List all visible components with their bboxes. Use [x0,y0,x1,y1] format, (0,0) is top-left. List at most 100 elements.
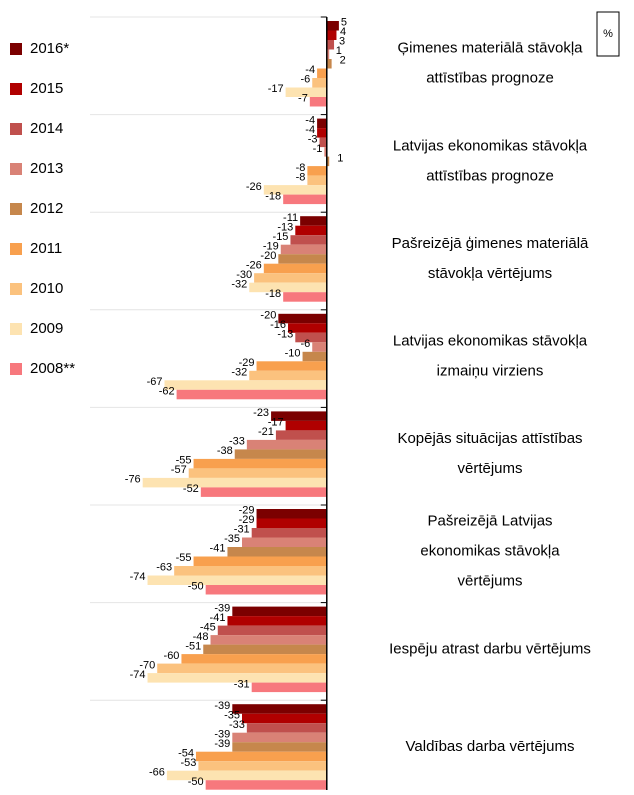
value-label: -1 [313,143,323,155]
bar [188,468,327,478]
value-label: -74 [130,669,146,681]
value-label: 2 [340,55,346,67]
value-label: -41 [210,612,226,624]
bar [232,732,327,743]
bar [317,118,327,129]
value-label: 4 [340,26,346,38]
category-label: ekonomikas stāvokļa [420,543,560,560]
value-label: -31 [234,678,250,690]
legend-swatch [10,283,22,295]
bar [288,323,327,333]
value-label: -55 [176,552,192,564]
bar [210,635,327,645]
bar [326,30,337,40]
category-label: Latvijas ekonomikas stāvokļa [393,333,588,350]
value-label: -26 [246,181,262,193]
bar [242,537,327,547]
value-label: -6 [300,338,310,350]
bar [246,439,327,450]
value-label: -74 [130,571,146,583]
value-label: -48 [193,631,209,643]
bar [283,292,327,302]
legend-swatch [10,243,22,255]
bar [256,361,327,371]
category-label: Iespēju atrast darbu vērtējums [389,640,591,657]
value-label: -21 [258,426,274,438]
bar [290,235,327,245]
value-label: -33 [229,719,245,731]
value-label: -13 [277,328,293,340]
legend-label: 2016* [30,40,69,57]
value-label: -62 [159,385,175,397]
bar [147,575,327,585]
bar [278,254,327,264]
value-label: -38 [217,445,233,457]
bar [166,770,327,781]
value-label: -17 [268,417,284,429]
value-label: -51 [185,640,201,652]
bar [295,332,327,343]
legend-label: 2011 [30,240,62,257]
value-label: -30 [236,269,252,281]
bar [181,654,327,664]
bar [326,59,332,69]
value-label: -50 [188,581,204,593]
bar [147,673,327,683]
value-label: -17 [268,83,284,95]
legend-swatch [10,203,22,215]
bar [205,780,327,790]
legend-label: 2014 [30,120,63,137]
value-label: -31 [234,524,250,536]
value-label: -41 [210,543,226,555]
value-label: -20 [260,250,276,262]
bar [251,682,327,693]
category-label: izmaiņu virziens [437,363,544,380]
bar [193,458,327,469]
legend-label: 2008** [30,360,75,377]
category-label: Kopējās situācijas attīstības [397,430,582,447]
category-label: attīstības prognoze [426,167,554,184]
legend-swatch [10,123,22,135]
value-label: -63 [156,562,172,574]
bar [198,761,327,771]
value-label: -29 [239,514,255,526]
value-label: -39 [214,602,230,614]
bar [164,380,327,390]
bar [326,21,339,31]
value-label: -3 [308,133,318,145]
value-label: -55 [176,455,192,467]
bar [176,389,327,400]
bar [271,411,327,421]
value-label: -16 [270,319,286,331]
legend-label: 2010 [30,280,63,297]
value-label: 5 [341,17,347,29]
category-label: vērtējums [457,573,522,590]
value-label: -4 [305,124,315,136]
value-label: -18 [265,190,281,202]
bar [317,128,327,138]
bar [157,663,327,674]
value-label: -39 [214,728,230,740]
value-label: -29 [239,357,255,369]
bar [263,185,327,195]
category-label: Pašreizējā ģimenes materiālā [392,235,589,252]
category-label: Ģimenes materiālā stāvokļa [397,40,583,57]
value-label: -53 [180,757,196,769]
value-label: -39 [214,700,230,712]
value-label: -4 [305,64,315,76]
bar [234,449,327,459]
value-label: -60 [164,650,180,662]
value-label: -35 [224,533,240,545]
bar [324,147,327,157]
category-label: stāvokļa vērtējums [428,265,552,282]
bar [263,263,327,274]
value-label: -11 [283,212,298,224]
value-label: -32 [231,278,247,290]
bar [256,518,327,528]
value-label: -15 [273,231,289,243]
bar [256,509,327,519]
category-label: vērtējums [457,460,522,477]
legend-swatch [10,83,22,95]
bar [232,742,327,752]
bar [280,244,327,255]
